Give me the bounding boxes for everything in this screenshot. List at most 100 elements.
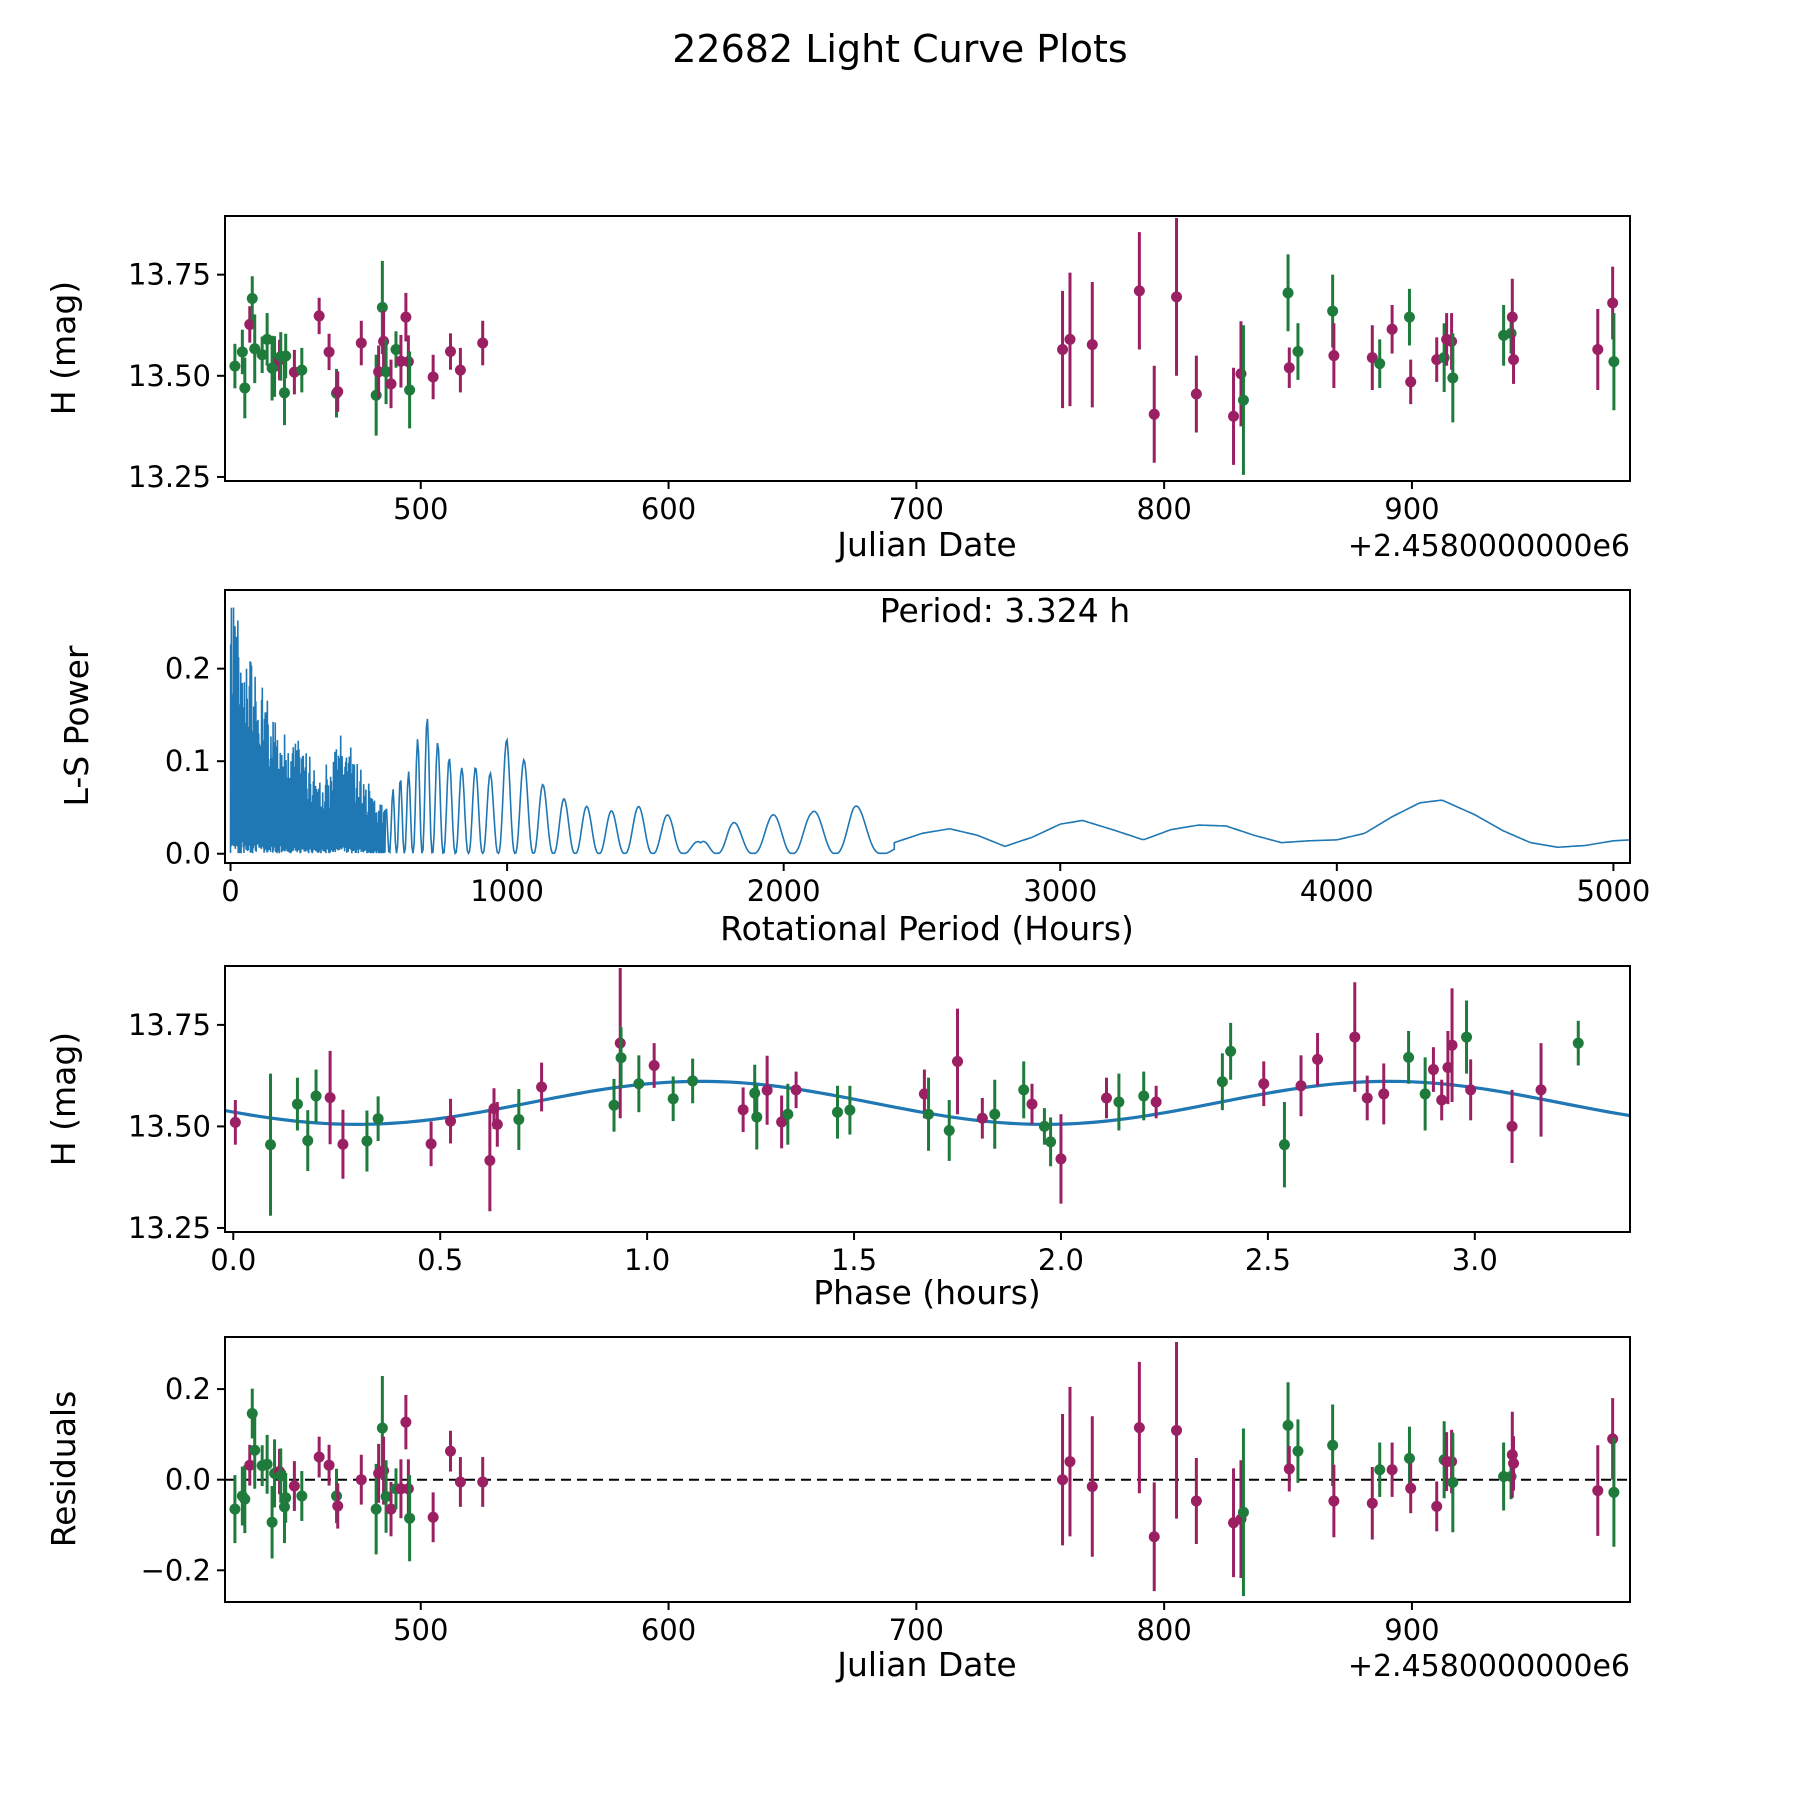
- lightcurve-data-point: [1064, 333, 1076, 345]
- lightcurve-y-axis-label: H (mag): [44, 281, 83, 415]
- lightcurve-data-point: [1327, 305, 1339, 317]
- phase-data-point: [229, 1116, 241, 1128]
- phase-data-point: [761, 1084, 773, 1096]
- residuals-data-point: [1133, 1422, 1145, 1434]
- phase-data-point: [1038, 1120, 1050, 1132]
- period-annotation: Period: 3.324 h: [880, 591, 1130, 630]
- lightcurve-data-point: [246, 293, 258, 305]
- lightcurve-data-point: [376, 301, 388, 313]
- phase-data-point: [1465, 1084, 1477, 1096]
- lightcurve-data-point: [1190, 388, 1202, 400]
- phase-data-point: [513, 1114, 525, 1126]
- lightcurve-data-point: [1405, 376, 1417, 388]
- lightcurve-data-point: [1328, 350, 1340, 362]
- phase-x-tick-label: 2.5: [1245, 1243, 1291, 1277]
- lightcurve-plot: 500 600 700 800 900 13.25 13.50 13.75: [128, 215, 1631, 526]
- phase-data-point: [1312, 1053, 1324, 1065]
- lightcurve-data-point: [427, 371, 439, 383]
- phase-data-point: [1349, 1031, 1361, 1043]
- phase-y-tick-label: 13.50: [128, 1109, 211, 1143]
- lightcurve-data-point: [1386, 323, 1398, 335]
- phase-data-point: [302, 1135, 314, 1147]
- lightcurve-data-point: [323, 346, 335, 358]
- residuals-data-point: [1327, 1439, 1339, 1451]
- figure-title: 22682 Light Curve Plots: [672, 27, 1127, 71]
- residuals-data-point: [355, 1474, 367, 1486]
- phase-data-point: [484, 1155, 496, 1167]
- phase-x-tick-label: 0.0: [210, 1243, 256, 1277]
- residuals-data-point: [1283, 1463, 1295, 1475]
- residuals-x-tick-label: 700: [889, 1613, 944, 1647]
- periodogram-x-tick-label: 2000: [747, 874, 821, 908]
- lightcurve-data-point: [244, 318, 256, 330]
- periodogram-x-axis-label: Rotational Period (Hours): [720, 909, 1134, 948]
- lightcurve-data-point: [313, 310, 325, 322]
- lightcurve-x-tick-label: 700: [889, 492, 944, 526]
- residuals-data-point: [1374, 1464, 1386, 1476]
- phase-data-point: [291, 1098, 303, 1110]
- lightcurve-axes-frame: [224, 215, 1631, 482]
- phase-data-point: [1138, 1090, 1150, 1102]
- lightcurve-x-offset-text: +2.4580000000e6: [1348, 529, 1630, 564]
- lightcurve-data-point: [1086, 339, 1098, 351]
- residuals-data-point: [1592, 1485, 1604, 1497]
- phase-data-point: [844, 1104, 856, 1116]
- lightcurve-data-point: [236, 346, 248, 358]
- phase-data-point: [1446, 1039, 1458, 1051]
- residuals-x-offset-text: +2.4580000000e6: [1348, 1649, 1630, 1684]
- phase-x-tick-label: 3.0: [1452, 1243, 1498, 1277]
- residuals-data-point: [427, 1511, 439, 1523]
- residuals-data-point: [1057, 1474, 1069, 1486]
- lightcurve-data-point: [1592, 344, 1604, 356]
- phase-data-point: [615, 1052, 627, 1064]
- residuals-x-tick-label: 900: [1384, 1613, 1439, 1647]
- phase-data-point: [310, 1090, 322, 1102]
- phase-data-point: [749, 1087, 761, 1099]
- residuals-data-point: [477, 1476, 489, 1488]
- lightcurve-x-tick-label: 900: [1384, 492, 1439, 526]
- residuals-data-point: [1403, 1452, 1415, 1464]
- phase-y-axis-label: H (mag): [44, 1032, 83, 1166]
- lightcurve-data-point: [1374, 358, 1386, 370]
- lightcurve-data-point: [380, 366, 392, 378]
- residuals-data-point: [1171, 1424, 1183, 1436]
- periodogram-x-tick-label: 4000: [1300, 874, 1374, 908]
- residuals-y-axis-label: Residuals: [44, 1391, 83, 1548]
- residuals-data-point: [323, 1459, 335, 1471]
- residuals-y-tick-label: 0.0: [165, 1463, 211, 1497]
- phase-x-tick-label: 0.5: [417, 1243, 463, 1277]
- phase-data-point: [1018, 1084, 1030, 1096]
- residuals-axes-frame: [224, 1336, 1631, 1603]
- lightcurve-data-point: [1057, 344, 1069, 356]
- lightcurve-data-point: [1508, 354, 1520, 366]
- residuals-data-point: [370, 1503, 382, 1515]
- residuals-data-point: [1148, 1531, 1160, 1543]
- phase-y-tick-label: 13.25: [128, 1211, 211, 1245]
- residuals-data-point: [1431, 1500, 1443, 1512]
- phase-data-point: [751, 1111, 763, 1123]
- phase-data-point: [1055, 1153, 1067, 1165]
- phase-data-point: [648, 1059, 660, 1071]
- phase-data-point: [491, 1118, 503, 1130]
- phase-data-point: [790, 1084, 802, 1096]
- residuals-data-point: [1292, 1445, 1304, 1457]
- lightcurve-data-point: [1228, 410, 1240, 422]
- phase-data-point: [976, 1112, 988, 1124]
- lightcurve-data-point: [400, 311, 412, 323]
- periodogram-y-tick-label: 0.0: [165, 837, 211, 871]
- lightcurve-data-point: [296, 364, 308, 376]
- phase-data-point: [536, 1081, 548, 1093]
- phase-data-point: [1535, 1084, 1547, 1096]
- phase-data-point: [445, 1115, 457, 1127]
- residuals-data-point: [1405, 1482, 1417, 1494]
- lightcurve-data-point: [1283, 362, 1295, 374]
- phase-data-point: [1427, 1064, 1439, 1076]
- residuals-data-point: [444, 1445, 456, 1457]
- phase-data-point: [1100, 1092, 1112, 1104]
- residuals-data-point: [1447, 1476, 1459, 1488]
- lightcurve-data-point: [256, 349, 268, 361]
- phase-data-point: [1378, 1088, 1390, 1100]
- lightcurve-data-point: [332, 386, 344, 398]
- lightcurve-data-point: [385, 378, 397, 390]
- residuals-data-point: [454, 1476, 466, 1488]
